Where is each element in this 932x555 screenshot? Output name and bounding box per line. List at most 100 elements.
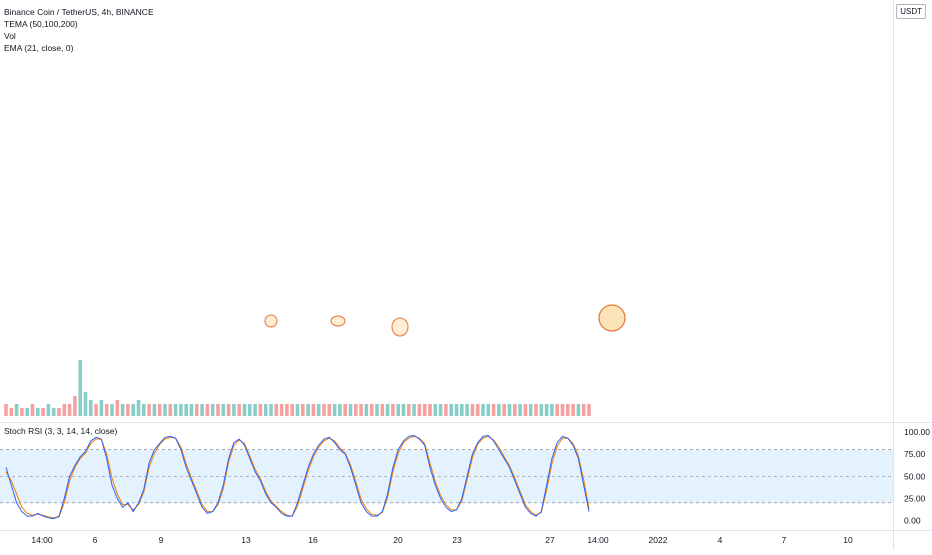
volume-bar bbox=[62, 404, 67, 416]
volume-bar bbox=[152, 404, 157, 416]
volume-bar bbox=[279, 404, 284, 416]
x-tick-label: 23 bbox=[452, 535, 462, 545]
volume-bar bbox=[94, 404, 98, 416]
volume-bar bbox=[285, 404, 289, 416]
volume-bar bbox=[115, 400, 120, 416]
volume-bar bbox=[184, 404, 188, 416]
volume-bar bbox=[157, 404, 162, 416]
volume-bar bbox=[46, 404, 51, 416]
volume-bar bbox=[412, 404, 416, 416]
volume-bar bbox=[369, 404, 374, 416]
volume-bar bbox=[51, 408, 56, 416]
support-touch-marker bbox=[391, 317, 409, 337]
legend-tema[interactable]: TEMA (50,100,200) bbox=[4, 19, 78, 29]
volume-bar bbox=[126, 404, 130, 416]
volume-bar bbox=[147, 404, 151, 416]
volume-bar bbox=[391, 404, 395, 416]
x-tick-label: 6 bbox=[93, 535, 98, 545]
volume-bar bbox=[502, 404, 506, 416]
volume-bar bbox=[216, 404, 220, 416]
volume-bar bbox=[523, 404, 528, 416]
volume-bar bbox=[571, 404, 575, 416]
volume-bar bbox=[173, 404, 178, 416]
legend-vol[interactable]: Vol bbox=[4, 31, 16, 41]
volume-bar bbox=[354, 404, 358, 416]
volume-bar bbox=[269, 404, 273, 416]
volume-bar bbox=[306, 404, 310, 416]
volume-bar bbox=[433, 404, 438, 416]
x-tick-label: 16 bbox=[308, 535, 318, 545]
stoch-rsi-legend[interactable]: Stoch RSI (3, 3, 14, 14, close) bbox=[4, 426, 118, 436]
rsi-tick-label: 50.00 bbox=[904, 471, 926, 481]
volume-bar bbox=[110, 404, 114, 416]
volume-bar bbox=[73, 396, 77, 416]
currency-selector[interactable]: USDT bbox=[896, 4, 926, 19]
volume-bar bbox=[539, 404, 544, 416]
volume-bar bbox=[322, 404, 326, 416]
volume-bar bbox=[385, 404, 390, 416]
volume-bar bbox=[422, 404, 427, 416]
volume-bar bbox=[4, 404, 8, 416]
volume-bar bbox=[99, 400, 104, 416]
volume-bar bbox=[200, 404, 204, 416]
rsi-tick-label: 100.00 bbox=[904, 427, 930, 437]
volume-bar bbox=[136, 400, 141, 416]
volume-bar bbox=[359, 404, 363, 416]
volume-bar bbox=[507, 404, 512, 416]
volume-bar bbox=[497, 404, 501, 416]
volume-bar bbox=[36, 408, 40, 416]
volume-bar bbox=[30, 404, 35, 416]
rsi-tick-label: 75.00 bbox=[904, 449, 926, 459]
x-tick-label: 2022 bbox=[649, 535, 668, 545]
volume-bar bbox=[311, 404, 316, 416]
volume-bar bbox=[226, 404, 231, 416]
volume-bar bbox=[210, 404, 215, 416]
volume-bar bbox=[205, 404, 210, 416]
x-tick-label: 14:00 bbox=[31, 535, 53, 545]
volume-bar bbox=[9, 408, 14, 416]
volume-bar bbox=[550, 404, 554, 416]
volume-bar bbox=[380, 404, 385, 416]
volume-bar bbox=[454, 404, 459, 416]
volume-bar bbox=[67, 404, 72, 416]
volume-bar bbox=[142, 404, 146, 416]
volume-bar bbox=[438, 404, 443, 416]
volume-bar bbox=[528, 404, 533, 416]
volume-bar bbox=[566, 404, 570, 416]
x-tick-label: 13 bbox=[241, 535, 251, 545]
volume-bar bbox=[316, 404, 321, 416]
volume-bar bbox=[57, 408, 61, 416]
x-tick-label: 27 bbox=[545, 535, 555, 545]
volume-bar bbox=[290, 404, 294, 416]
legend-title[interactable]: Binance Coin / TetherUS, 4h, BINANCE bbox=[4, 7, 154, 17]
x-tick-label: 20 bbox=[393, 535, 403, 545]
volume-bar bbox=[195, 404, 199, 416]
volume-bar bbox=[338, 404, 342, 416]
volume-bar bbox=[104, 404, 109, 416]
volume-bar bbox=[401, 404, 406, 416]
volume-bar bbox=[332, 404, 337, 416]
volume-bar bbox=[576, 404, 581, 416]
volume-bar bbox=[78, 360, 82, 416]
volume-bar bbox=[428, 404, 432, 416]
volume-bar bbox=[41, 408, 45, 416]
volume-bar bbox=[327, 404, 332, 416]
volume-bar bbox=[544, 404, 549, 416]
volume-bar bbox=[475, 404, 480, 416]
volume-bar bbox=[518, 404, 522, 416]
volume-bar bbox=[232, 404, 236, 416]
volume-bar bbox=[120, 404, 125, 416]
volume-bar bbox=[460, 404, 464, 416]
x-tick-label: 10 bbox=[843, 535, 853, 545]
volume-bar bbox=[534, 404, 538, 416]
volume-bar bbox=[179, 404, 183, 416]
volume-bar bbox=[131, 404, 135, 416]
legend-ema[interactable]: EMA (21, close, 0) bbox=[4, 43, 74, 53]
volume-bar bbox=[263, 404, 268, 416]
volume-bar bbox=[449, 404, 453, 416]
volume-bar bbox=[258, 404, 263, 416]
volume-bar bbox=[25, 408, 29, 416]
volume-bar bbox=[237, 404, 241, 416]
